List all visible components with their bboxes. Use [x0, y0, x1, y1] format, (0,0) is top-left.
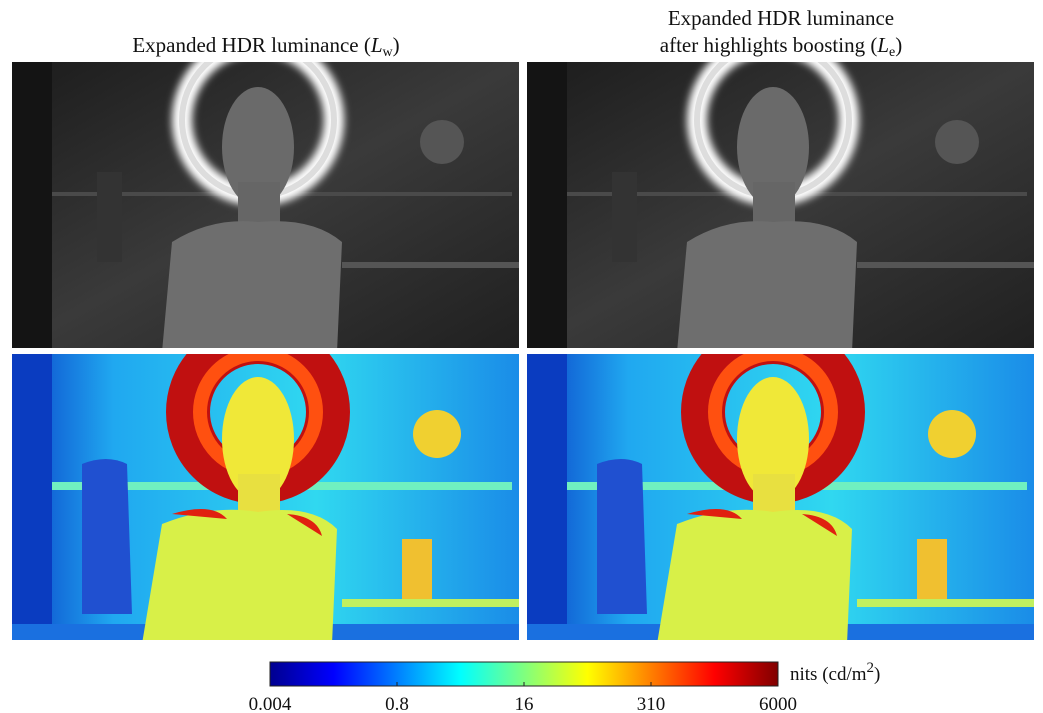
title-text: after highlights boosting ( — [660, 33, 878, 57]
false-color-image — [12, 342, 519, 644]
colorbar-label: nits (cd/m2) — [790, 660, 880, 685]
label-superscript: 2 — [867, 660, 875, 676]
title-symbol: L — [370, 33, 383, 57]
label-text: ) — [874, 664, 880, 685]
colorbar-tick-label: 16 — [515, 694, 534, 713]
false-color-image — [527, 342, 1034, 644]
colorbar-tick-label: 6000 — [759, 694, 797, 713]
figure: Expanded HDR luminance (Lw) Expanded HDR… — [0, 0, 1043, 713]
title-text: Expanded HDR luminance ( — [132, 33, 371, 57]
column-title: after highlights boosting (Le) — [660, 33, 902, 60]
luminance-image — [12, 44, 519, 352]
colorbar-tick-label: 310 — [637, 694, 666, 713]
luminance-image — [527, 44, 1034, 352]
colorbar-tick-label: 0.8 — [385, 694, 409, 713]
colorbar-tick-label: 0.004 — [249, 694, 292, 713]
title-symbol: L — [876, 33, 889, 57]
title-text: ) — [895, 33, 902, 57]
column-title: Expanded HDR luminance — [668, 6, 894, 30]
label-text: nits (cd/m — [790, 664, 867, 685]
column-title: Expanded HDR luminance (Lw) — [132, 33, 399, 60]
title-text: ) — [393, 33, 400, 57]
